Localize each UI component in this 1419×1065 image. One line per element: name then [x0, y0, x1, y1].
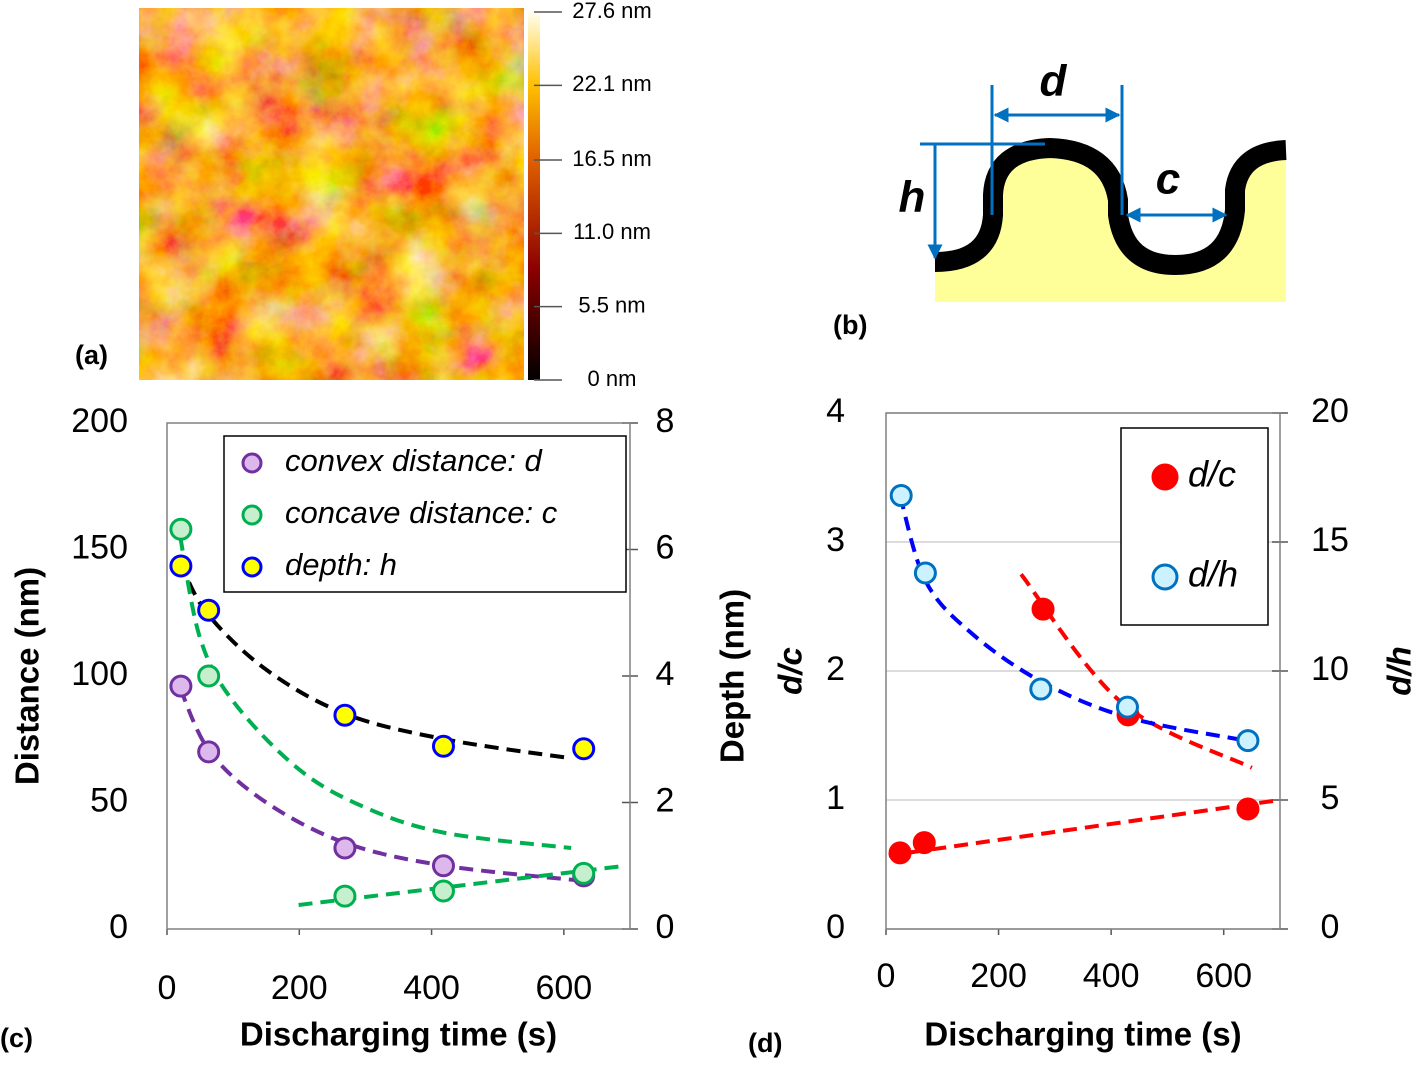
- y2-axis-label: Depth (nm): [714, 589, 751, 763]
- y-tick-label: 3: [826, 521, 845, 559]
- fit-line: [178, 536, 572, 851]
- data-point: [169, 517, 193, 541]
- data-point: [912, 831, 936, 855]
- y-tick-label: 50: [90, 781, 128, 819]
- profile-diagram: d h c: [899, 57, 1287, 302]
- data-point: [888, 841, 912, 865]
- data-point: [572, 737, 596, 761]
- colorbar-label: 11.0 nm: [573, 219, 651, 244]
- y2-tick-label: 20: [1311, 392, 1349, 430]
- data-point: [431, 734, 455, 758]
- colorbar: [528, 12, 540, 380]
- legend-label: d/h: [1188, 554, 1238, 595]
- plot-frame: [166, 422, 631, 930]
- data-point: [333, 884, 357, 908]
- y2-axis-label: d/h: [1381, 646, 1418, 695]
- legend-label: d/c: [1188, 454, 1236, 495]
- x-tick-label: 400: [403, 969, 460, 1007]
- y2-tick-label: 0: [1321, 908, 1340, 946]
- fit-line: [898, 494, 1247, 743]
- panel-label: (d): [748, 1028, 782, 1058]
- legend-label: depth: h: [285, 547, 397, 582]
- legend-label: convex distance: d: [285, 443, 544, 478]
- data-point: [197, 740, 221, 764]
- y-tick-label: 0: [826, 908, 845, 946]
- legend-marker: [241, 556, 263, 578]
- colorbar-label: 22.1 nm: [572, 71, 652, 96]
- legend-label: concave distance: c: [285, 495, 558, 530]
- x-axis-label: Discharging time (s): [240, 1016, 557, 1053]
- x-tick-label: 600: [1195, 957, 1252, 995]
- data-point: [197, 664, 221, 688]
- legend-marker: [1151, 463, 1179, 491]
- data-point: [333, 703, 357, 727]
- y2-tick-label: 10: [1311, 650, 1349, 688]
- y-tick-label: 0: [109, 908, 128, 946]
- legend-box: [223, 435, 627, 593]
- data-point: [913, 561, 937, 585]
- data-point: [169, 554, 193, 578]
- y2-tick-label: 2: [656, 781, 675, 819]
- label-c: c: [1156, 155, 1180, 204]
- y2-tick-label: 8: [656, 402, 675, 440]
- panel-label: (b): [833, 310, 867, 340]
- x-tick-label: 0: [877, 957, 896, 995]
- colorbar-label: 16.5 nm: [572, 146, 652, 171]
- x-axis-label: Discharging time (s): [924, 1016, 1241, 1053]
- data-point: [1031, 597, 1055, 621]
- y-axis-label: d/c: [772, 647, 809, 695]
- data-point: [572, 861, 596, 885]
- y-tick-label: 200: [71, 402, 128, 440]
- y2-tick-label: 0: [656, 908, 675, 946]
- data-point: [431, 854, 455, 878]
- y2-tick-label: 5: [1321, 779, 1340, 817]
- y-tick-label: 100: [71, 655, 128, 693]
- data-point: [169, 674, 193, 698]
- fit-line: [178, 687, 584, 883]
- label-d: d: [1040, 57, 1068, 106]
- plot-frame: [885, 412, 1281, 930]
- y-tick-label: 2: [826, 650, 845, 688]
- fit-line: [298, 863, 626, 907]
- data-point: [1029, 677, 1053, 701]
- fit-line: [888, 798, 1281, 858]
- data-point: [431, 879, 455, 903]
- legend-marker: [241, 452, 263, 474]
- y-axis-label: Distance (nm): [9, 567, 46, 785]
- y-tick-label: 1: [826, 779, 845, 817]
- y-tick-label: 4: [826, 392, 845, 430]
- x-tick-label: 400: [1083, 957, 1140, 995]
- x-tick-label: 200: [271, 969, 328, 1007]
- x-tick-label: 600: [535, 969, 592, 1007]
- panel-label: (a): [75, 340, 108, 370]
- data-point: [197, 598, 221, 622]
- y2-tick-label: 15: [1311, 521, 1349, 559]
- x-tick-label: 200: [970, 957, 1027, 995]
- data-point: [889, 484, 913, 508]
- legend-marker: [1151, 563, 1179, 591]
- y-tick-label: 150: [71, 528, 128, 566]
- data-point: [1236, 797, 1260, 821]
- label-h: h: [899, 173, 926, 222]
- colorbar-label: 0 nm: [588, 366, 637, 391]
- data-point: [1236, 729, 1260, 753]
- legend-marker: [241, 504, 263, 526]
- afm-image: [139, 8, 524, 380]
- y2-tick-label: 6: [656, 528, 675, 566]
- data-point: [1115, 695, 1139, 719]
- colorbar-label: 27.6 nm: [572, 0, 652, 23]
- y2-tick-label: 4: [656, 655, 675, 693]
- legend-box: [1120, 427, 1269, 626]
- x-tick-label: 0: [158, 969, 177, 1007]
- panel-label: (c): [0, 1023, 33, 1053]
- data-point: [333, 836, 357, 860]
- colorbar-label: 5.5 nm: [578, 292, 645, 317]
